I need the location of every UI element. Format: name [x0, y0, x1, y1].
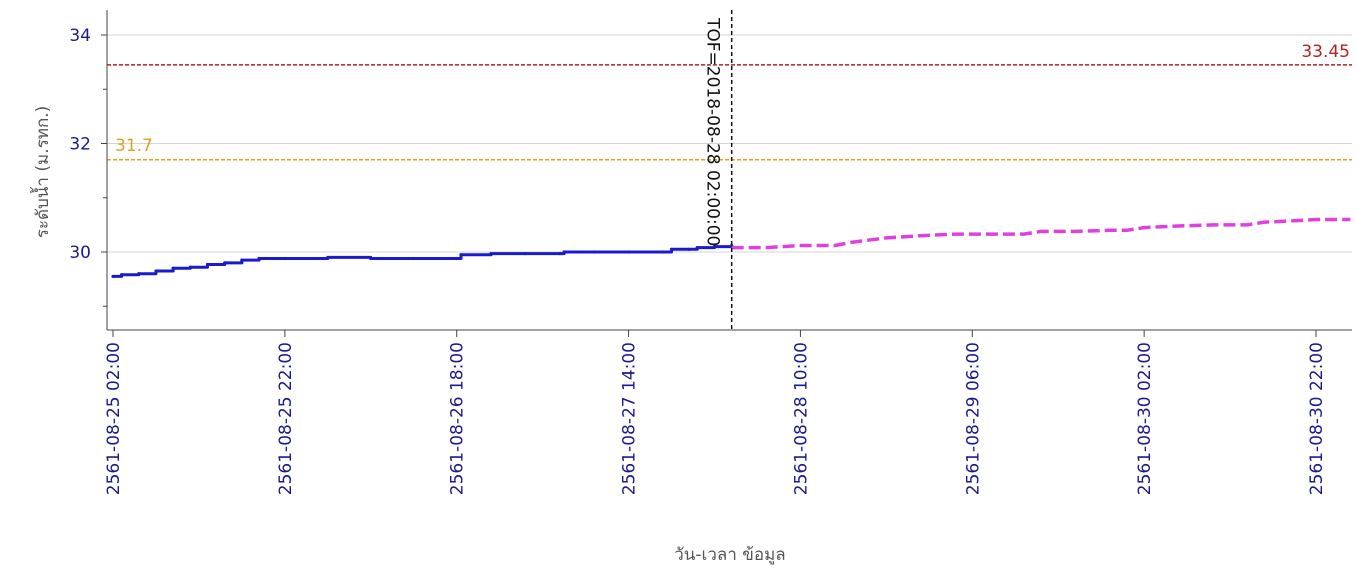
series-observed-point — [459, 253, 463, 257]
series-observed-point — [562, 250, 566, 254]
series-observed-point — [712, 244, 717, 249]
y-tick-label: 32 — [69, 135, 91, 155]
tick-labels: 30 32 34 2561-08-25 02:00 2561-08-25 22:00 25… — [69, 26, 1327, 495]
series-observed-point — [455, 256, 459, 261]
axes — [101, 10, 1352, 337]
series-observed-point — [326, 255, 330, 260]
reference-line-label: 31.7 — [115, 136, 153, 156]
reference-lines: 33.45 31.7 — [107, 42, 1352, 161]
y-axis-title: ระดับน้ำ (ม.รทก.) — [30, 106, 53, 239]
series-observed-point — [154, 269, 158, 273]
x-tick-label: 2561-08-30 02:00 — [1135, 342, 1155, 495]
series-observed-line — [113, 245, 734, 278]
series-observed-point — [223, 261, 227, 265]
series-observed-point — [523, 252, 528, 256]
x-tick-label: 2561-08-30 22:00 — [1307, 342, 1327, 495]
series-observed-point — [137, 272, 141, 276]
series-layer — [111, 217, 1351, 279]
series-observed-point — [695, 246, 699, 250]
series-observed-point — [188, 265, 192, 269]
series-observed-point — [111, 274, 115, 279]
x-tick-label: 2561-08-29 06:00 — [963, 342, 983, 495]
series-observed-point — [669, 247, 674, 251]
series-observed-point — [558, 252, 562, 256]
tof-marker-label: TOF=2018-08-28 02:00:00 — [703, 17, 723, 246]
series-observed-point — [283, 256, 287, 261]
series-observed-point — [489, 252, 493, 256]
series-observed-point — [592, 250, 596, 254]
series-observed-point — [661, 250, 665, 254]
tof-marker-layer: TOF=2018-08-28 02:00:00 — [703, 10, 733, 330]
gridlines — [107, 34, 1352, 253]
series-observed-point — [119, 273, 124, 277]
reference-line-label: 33.45 — [1301, 42, 1350, 62]
series-observed-point — [171, 266, 175, 270]
x-tick-label: 2561-08-25 02:00 — [104, 342, 124, 495]
series-observed-point — [412, 256, 416, 261]
y-tick-label: 34 — [69, 26, 91, 46]
x-tick-label: 2561-08-25 22:00 — [276, 342, 296, 495]
x-axis-title: วัน-เวลา ข้อมูล — [674, 545, 785, 565]
x-tick-label: 2561-08-27 14:00 — [620, 342, 640, 495]
x-tick-label: 2561-08-26 18:00 — [448, 342, 468, 495]
series-observed-point — [257, 256, 261, 261]
series-observed-point — [687, 247, 691, 251]
series-forecast-line — [731, 217, 1351, 250]
y-tick-label: 30 — [69, 243, 91, 263]
series-observed-point — [205, 262, 210, 267]
x-tick-label: 2561-08-28 10:00 — [791, 342, 811, 495]
series-observed-point — [369, 256, 373, 261]
series-observed-point — [240, 258, 244, 262]
series-observed-point — [626, 250, 631, 254]
